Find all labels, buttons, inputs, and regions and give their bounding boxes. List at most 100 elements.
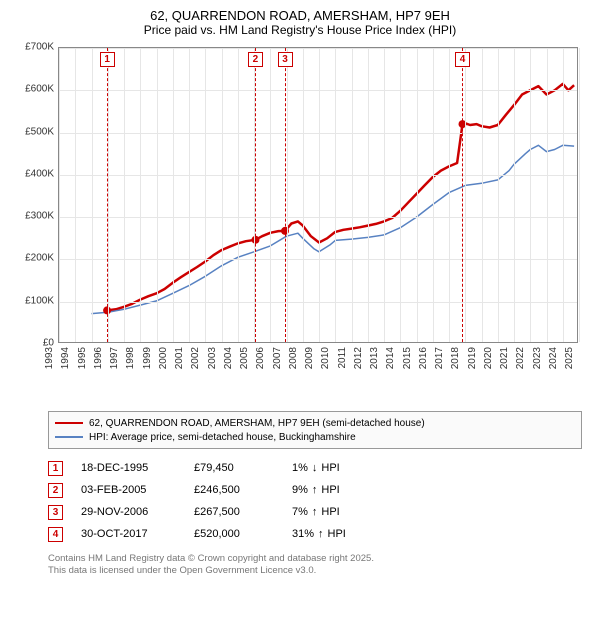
transaction-price: £267,500 <box>194 506 274 518</box>
legend-item: HPI: Average price, semi-detached house,… <box>55 430 575 444</box>
transaction-diff: 1% ↓HPI <box>292 462 340 474</box>
gridline-horizontal <box>59 302 577 303</box>
gridline-vertical <box>92 48 93 342</box>
diff-percent: 31% <box>292 528 314 540</box>
gridline-vertical <box>189 48 190 342</box>
gridline-vertical <box>238 48 239 342</box>
gridline-horizontal <box>59 259 577 260</box>
gridline-vertical <box>498 48 499 342</box>
diff-arrow-icon: ↑ <box>318 528 324 540</box>
transaction-number: 3 <box>48 505 63 520</box>
transaction-row: 2 03-FEB-2005 £246,500 9% ↑HPI <box>48 479 582 501</box>
x-tick-label: 2025 <box>564 347 592 369</box>
transaction-price: £79,450 <box>194 462 274 474</box>
transaction-date: 18-DEC-1995 <box>81 462 176 474</box>
transactions-table: 118-DEC-1995£79,4501%↓HPI203-FEB-2005£24… <box>48 457 582 545</box>
plot: 1 23 4 <box>58 47 578 343</box>
diff-vs-label: HPI <box>321 462 339 474</box>
y-tick-label: £700K <box>20 42 54 53</box>
gridline-horizontal <box>59 90 577 91</box>
transaction-number: 2 <box>48 483 63 498</box>
footer-line-1: Contains HM Land Registry data © Crown c… <box>48 553 582 565</box>
diff-percent: 9% <box>292 484 308 496</box>
gridline-vertical <box>75 48 76 342</box>
y-tick-label: £100K <box>20 295 54 306</box>
transaction-price: £520,000 <box>194 528 274 540</box>
gridline-vertical <box>319 48 320 342</box>
footer-attribution: Contains HM Land Registry data © Crown c… <box>48 553 582 578</box>
transaction-number: 1 <box>48 461 63 476</box>
legend-swatch <box>55 422 83 424</box>
legend-item: 62, QUARRENDON ROAD, AMERSHAM, HP7 9EH (… <box>55 416 575 430</box>
legend-label: 62, QUARRENDON ROAD, AMERSHAM, HP7 9EH (… <box>89 418 425 429</box>
transaction-diff: 31% ↑ HPI <box>292 528 346 540</box>
gridline-vertical <box>482 48 483 342</box>
legend-swatch <box>55 436 83 438</box>
gridline-horizontal <box>59 175 577 176</box>
gridline-vertical <box>433 48 434 342</box>
gridline-vertical <box>124 48 125 342</box>
transaction-row: 430-OCT-2017£520,00031%↑HPI <box>48 523 582 545</box>
gridline-vertical <box>335 48 336 342</box>
transaction-diff: 7% ↑HPI <box>292 506 340 518</box>
event-marker-line <box>462 48 463 342</box>
series-price_paid <box>107 84 574 311</box>
gridline-vertical <box>352 48 353 342</box>
chart-subtitle: Price paid vs. HM Land Registry's House … <box>10 23 590 37</box>
gridline-horizontal <box>59 48 577 49</box>
transaction-date: 30-OCT-2017 <box>81 528 176 540</box>
event-marker-line <box>107 48 108 342</box>
gridline-horizontal <box>59 133 577 134</box>
transaction-row: 3 29-NOV-2006 £267,500 7% ↑HPI <box>48 501 582 523</box>
y-tick-label: £200K <box>20 253 54 264</box>
event-marker-label: 1 <box>100 52 115 67</box>
transaction-date: 29-NOV-2006 <box>81 506 176 518</box>
diff-vs-label: HPI <box>328 528 346 540</box>
gridline-vertical <box>205 48 206 342</box>
gridline-vertical <box>400 48 401 342</box>
event-marker-label: 4 <box>455 52 470 67</box>
y-tick-label: £500K <box>20 126 54 137</box>
gridline-vertical <box>287 48 288 342</box>
transaction-diff: 9% ↑HPI <box>292 484 340 496</box>
chart-title: 62, QUARRENDON ROAD, AMERSHAM, HP7 9EH <box>10 8 590 23</box>
diff-arrow-icon: ↓ <box>312 462 318 474</box>
event-marker-label: 3 <box>278 52 293 67</box>
gridline-vertical <box>547 48 548 342</box>
event-marker-line <box>285 48 286 342</box>
gridline-vertical <box>157 48 158 342</box>
diff-vs-label: HPI <box>321 506 339 518</box>
gridline-vertical <box>530 48 531 342</box>
gridline-vertical <box>465 48 466 342</box>
gridline-vertical <box>270 48 271 342</box>
gridline-vertical <box>140 48 141 342</box>
gridline-vertical <box>417 48 418 342</box>
gridline-vertical <box>303 48 304 342</box>
y-tick-label: £400K <box>20 168 54 179</box>
transaction-row: 1 18-DEC-1995 £79,450 1% ↓HPI <box>48 457 582 479</box>
diff-vs-label: HPI <box>321 484 339 496</box>
gridline-vertical <box>449 48 450 342</box>
gridline-vertical <box>514 48 515 342</box>
legend: 62, QUARRENDON ROAD, AMERSHAM, HP7 9EH (… <box>48 411 582 449</box>
gridline-vertical <box>173 48 174 342</box>
gridline-horizontal <box>59 217 577 218</box>
y-tick-label: £300K <box>20 211 54 222</box>
transaction-date: 03-FEB-2005 <box>81 484 176 496</box>
gridline-vertical <box>563 48 564 342</box>
title-block: 62, QUARRENDON ROAD, AMERSHAM, HP7 9EH P… <box>10 8 590 37</box>
gridline-vertical <box>222 48 223 342</box>
gridline-vertical <box>384 48 385 342</box>
y-tick-label: £600K <box>20 84 54 95</box>
event-marker-label: 2 <box>248 52 263 67</box>
chart-area: 1234 £0£100K£200K£300K£400K£500K£600K£70… <box>20 43 580 373</box>
diff-percent: 1% <box>292 462 308 474</box>
transaction-price: £246,500 <box>194 484 274 496</box>
gridline-vertical <box>59 48 60 342</box>
legend-label: HPI: Average price, semi-detached house,… <box>89 432 356 443</box>
diff-arrow-icon: ↑ <box>312 506 318 518</box>
gridline-vertical <box>368 48 369 342</box>
event-marker-line <box>255 48 256 342</box>
diff-percent: 7% <box>292 506 308 518</box>
diff-arrow-icon: ↑ <box>312 484 318 496</box>
